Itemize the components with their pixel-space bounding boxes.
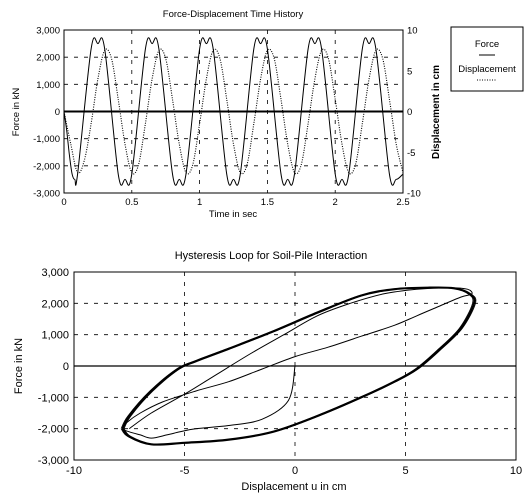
top-chart-x-tick-label: 1 <box>197 197 202 208</box>
bottom-chart-y-tick-label: 1,000 <box>41 330 69 342</box>
top-chart-x-tick-label: 1.5 <box>261 197 274 208</box>
top-chart-x-ticks: 0 0.5 1 1.5 2 2.5 <box>61 197 409 208</box>
top-chart-x-tick-label: 2 <box>333 197 338 208</box>
bottom-chart-x-axis-label: Displacement u in cm <box>241 481 346 493</box>
bottom-chart-series <box>120 286 477 446</box>
top-chart-y-tick-label: 3,000 <box>36 26 60 37</box>
bottom-chart-title: Hysteresis Loop for Soil-Pile Interactio… <box>175 250 368 262</box>
legend-force-label: Force <box>475 39 499 50</box>
top-chart-grid <box>64 30 403 193</box>
top-chart-displacement-series <box>63 48 404 175</box>
bottom-chart-y-ticks: 3,000 2,000 1,000 0 -1,000 -2,000 -3,000 <box>38 267 69 467</box>
top-chart-y-tick-label: -3,000 <box>33 189 60 200</box>
top-chart-series <box>63 37 404 186</box>
top-chart-title: Force-Displacement Time History <box>163 9 304 20</box>
top-chart-y2-tick-label: -10 <box>407 189 421 200</box>
top-chart-y-tick-label: 1,000 <box>36 80 60 91</box>
bottom-chart-x-tick-label: -5 <box>180 465 190 477</box>
bottom-chart-cycle-loop <box>120 287 474 446</box>
top-chart-y2-axis-label: Displacement in cm <box>431 65 442 159</box>
top-chart-y2-tick-label: -5 <box>407 148 415 159</box>
top-chart-y-tick-label: 0 <box>55 107 60 118</box>
bottom-chart-y-tick-label: 2,000 <box>41 298 69 310</box>
bottom-chart-y-tick-label: -1,000 <box>38 392 69 404</box>
legend-box <box>450 26 524 92</box>
legend-displacement-label: Displacement <box>458 64 516 75</box>
bottom-chart-plot-area <box>73 271 517 461</box>
bottom-chart-x-ticks: -10 -5 0 5 10 <box>66 465 522 477</box>
top-chart-y-axis-label: Force in kN <box>11 88 22 137</box>
top-chart-force-series <box>63 37 404 186</box>
bottom-chart-y-tick-label: -2,000 <box>38 424 69 436</box>
top-chart-y2-tick-label: 5 <box>407 66 412 77</box>
top-chart-x-tick-label: 2.5 <box>396 197 409 208</box>
bottom-chart-x-tick-label: 0 <box>292 465 298 477</box>
top-chart-x-axis-label: Time in sec <box>209 209 257 220</box>
top-chart-y2-tick-label: 10 <box>407 26 418 37</box>
bottom-chart-x-tick-label: 10 <box>510 465 522 477</box>
bottom-chart-y-tick-label: 0 <box>63 361 69 373</box>
top-chart-plot-area <box>63 29 404 194</box>
top-chart-y2-tick-label: 0 <box>407 107 412 118</box>
bottom-chart-x-tick-label: 5 <box>402 465 408 477</box>
top-chart-y-tick-label: -1,000 <box>33 134 60 145</box>
top-chart-x-tick-label: 0 <box>61 197 66 208</box>
legend: Force Displacement <box>450 26 524 92</box>
top-chart-y-tick-label: -2,000 <box>33 161 60 172</box>
top-chart-y2-ticks: 10 5 0 -5 -10 <box>407 26 421 200</box>
top-chart-y-ticks: 3,000 2,000 1,000 0 -1,000 -2,000 -3,000 <box>33 26 60 200</box>
top-chart-x-tick-label: 0.5 <box>125 197 138 208</box>
top-chart-y-tick-label: 2,000 <box>36 53 60 64</box>
bottom-chart-initial-loop <box>122 287 473 439</box>
bottom-chart-x-tick-label: -10 <box>66 465 82 477</box>
bottom-chart-y-axis-label: Force in kN <box>13 338 25 394</box>
bottom-chart-y-tick-label: -3,000 <box>38 455 69 467</box>
bottom-chart-y-tick-label: 3,000 <box>41 267 69 279</box>
